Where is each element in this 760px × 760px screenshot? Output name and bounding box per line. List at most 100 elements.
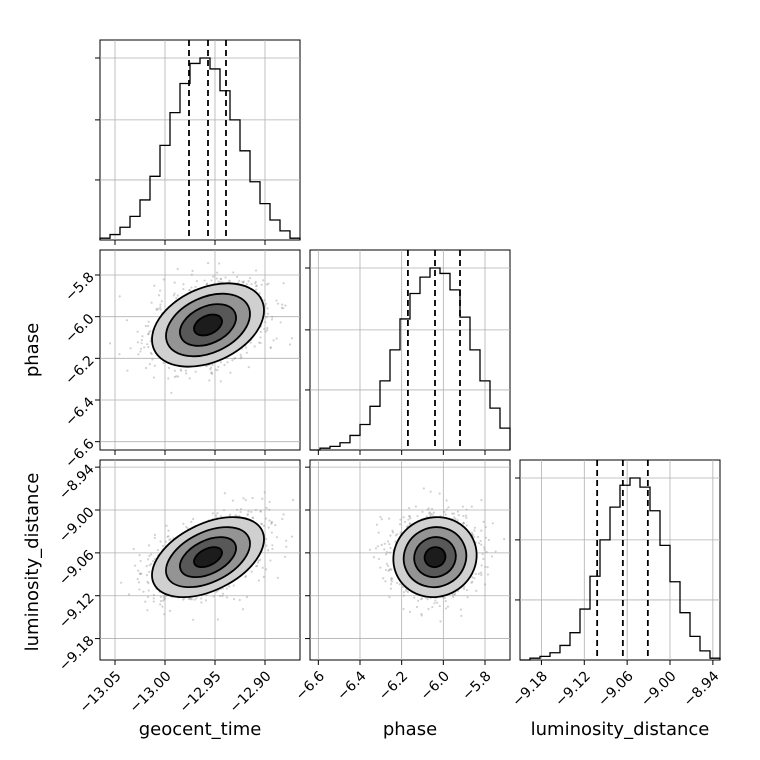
scatter-point: [456, 510, 460, 513]
scatter-point: [141, 335, 144, 338]
panel-hist-geocent-time: [99, 39, 301, 241]
scatter-point: [151, 358, 154, 361]
scatter-point: [268, 508, 271, 511]
scatter-point: [444, 607, 448, 610]
scatter-point: [473, 526, 476, 529]
y-tick-label: −9.12: [56, 590, 98, 632]
hist-step-phase: [310, 267, 511, 451]
scatter-point: [165, 524, 168, 527]
scatter-point: [150, 562, 153, 565]
scatter-point: [439, 620, 442, 623]
scatter-point: [143, 346, 146, 349]
scatter-point: [483, 546, 486, 549]
scatter-point: [491, 522, 494, 525]
scatter-point: [241, 608, 245, 611]
scatter-point: [245, 351, 248, 354]
scatter-point: [267, 526, 270, 529]
scatter-point: [480, 573, 483, 576]
scatter-point: [245, 283, 248, 286]
scatter-point: [179, 369, 183, 372]
scatter-point: [205, 594, 208, 597]
scatter-point: [384, 568, 388, 572]
scatter-point: [291, 498, 295, 502]
scatter-point: [260, 283, 263, 286]
scatter-point: [451, 595, 455, 598]
scatter-point: [223, 363, 226, 367]
scatter-point: [228, 513, 232, 516]
scatter-point: [145, 366, 148, 370]
scatter-point: [185, 525, 188, 529]
scatter-point: [210, 372, 213, 375]
scatter-point: [391, 529, 394, 532]
scatter-point: [457, 514, 460, 517]
scatter-point: [445, 508, 448, 511]
scatter-point: [242, 497, 245, 500]
scatter-point: [376, 545, 379, 548]
scatter-point: [217, 280, 220, 283]
contour-line: [179, 536, 237, 579]
scatter-point: [465, 508, 468, 511]
scatter-point: [194, 285, 197, 288]
scatter-point: [374, 547, 378, 550]
contour-line: [165, 526, 251, 589]
scatter-point: [148, 331, 151, 334]
scatter-point: [253, 345, 256, 348]
scatter-point: [433, 602, 436, 605]
scatter-point: [396, 533, 399, 536]
hist-step-luminosity-distance: [520, 477, 721, 661]
scatter-point: [216, 369, 219, 372]
scatter-point: [387, 564, 390, 567]
scatter-point: [176, 267, 179, 271]
scatter-point: [375, 523, 378, 526]
scatter-point: [453, 593, 456, 597]
scatter-point: [234, 357, 237, 360]
scatter-point: [254, 288, 258, 291]
scatter-point: [147, 324, 150, 328]
scatter-point: [139, 573, 142, 576]
scatter-point: [417, 599, 420, 602]
scatter-point: [182, 598, 185, 601]
scatter-point: [380, 518, 383, 521]
scatter-point: [259, 341, 262, 345]
scatter-point: [269, 559, 272, 562]
scatter-point: [408, 515, 411, 518]
scatter-point: [281, 303, 284, 306]
scatter-point: [246, 513, 249, 516]
scatter-point: [254, 282, 257, 285]
scatter-point: [140, 572, 143, 575]
scatter-point: [379, 566, 382, 569]
panel-content: [100, 460, 300, 660]
scatter-point: [402, 516, 405, 519]
scatter-point: [250, 283, 253, 286]
scatter-point: [157, 307, 160, 310]
scatter-point: [189, 289, 192, 292]
scatter-point: [167, 529, 170, 532]
scatter-point: [265, 544, 268, 547]
scatter-point: [190, 520, 193, 523]
scatter-point: [203, 279, 206, 282]
scatter-point: [155, 307, 158, 311]
scatter-point: [266, 312, 270, 315]
scatter-point: [462, 521, 465, 524]
scatter-point: [193, 598, 196, 601]
scatter-point: [233, 598, 236, 601]
scatter-point: [229, 371, 232, 374]
scatter-point: [484, 565, 487, 569]
scatter-point: [446, 605, 450, 608]
scatter-point: [244, 346, 248, 349]
scatter-point: [466, 596, 469, 599]
x-tick-label: −12.90: [227, 668, 275, 716]
x-tick-label: −13.00: [127, 668, 175, 716]
scatter-point: [153, 533, 157, 536]
scatter-point: [481, 552, 484, 556]
scatter-point: [482, 520, 485, 523]
scatter-point: [396, 581, 399, 585]
scatter-point: [147, 582, 150, 585]
scatter-point: [465, 588, 469, 592]
scatter-point: [256, 564, 259, 568]
scatter-point: [477, 572, 481, 575]
scatter-point: [127, 593, 131, 596]
scatter-point: [473, 535, 476, 538]
scatter-point: [479, 539, 482, 543]
